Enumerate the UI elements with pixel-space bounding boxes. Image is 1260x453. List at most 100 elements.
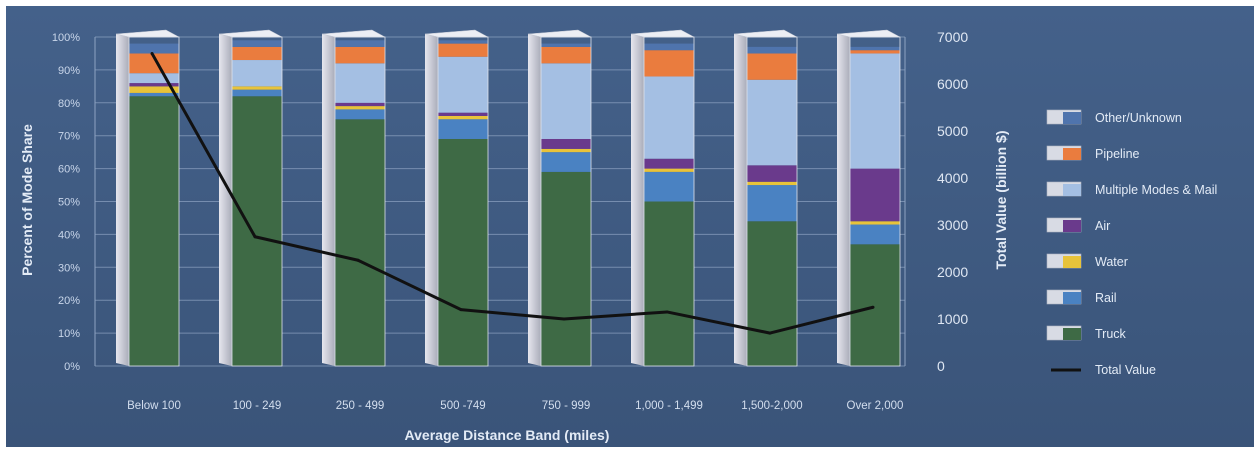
x-tick-label: Over 2,000 — [847, 400, 904, 412]
legend-label: Water — [1095, 255, 1128, 269]
line-point — [459, 308, 463, 312]
bar-top-cap — [733, 29, 798, 38]
bar-segment — [129, 92, 179, 97]
line-point — [665, 310, 669, 314]
y-tick-label: 60% — [58, 164, 80, 176]
legend-swatch — [1063, 292, 1081, 304]
legend-swatch — [1063, 184, 1081, 196]
legend: Other/Unknown Pipeline Multiple Modes & Ma… — [1046, 109, 1217, 377]
bar-outline — [746, 36, 798, 367]
bar-segment — [541, 171, 591, 366]
y-tick-label: 10% — [58, 328, 80, 340]
bar-segment — [335, 63, 385, 103]
bar-outline — [231, 36, 283, 367]
legend-label: Other/Unknown — [1095, 111, 1182, 125]
bar-top-cap — [836, 29, 901, 38]
y-tick-label: 0% — [64, 361, 80, 373]
total-value-line — [150, 52, 874, 335]
y-tick-label: 70% — [58, 131, 80, 143]
bar-side-face — [631, 34, 644, 366]
bar-segment — [438, 40, 488, 44]
y-tick-label: 30% — [58, 262, 80, 274]
legend-label: Pipeline — [1095, 147, 1140, 161]
bar-segment — [747, 46, 797, 54]
bar-outline — [849, 36, 901, 367]
bar-side-face — [219, 34, 232, 366]
y2-tick-label: 4000 — [937, 170, 968, 186]
bar-segment — [850, 168, 900, 222]
x-tick-label: 100 - 249 — [233, 400, 282, 412]
y-tick-label: 20% — [58, 295, 80, 307]
bar-outline — [643, 36, 695, 367]
bar-outline — [334, 36, 386, 367]
bar-segment — [747, 181, 797, 186]
bar-segment — [644, 168, 694, 172]
bar-segment — [644, 158, 694, 169]
bar-segment — [232, 89, 282, 97]
bar-segment — [232, 60, 282, 87]
bar-segment — [850, 224, 900, 245]
x-tick-label: Below 100 — [127, 400, 181, 412]
bar-segment — [541, 46, 591, 64]
chart-panel — [6, 6, 1254, 447]
bar-side-face — [734, 34, 747, 366]
line-point — [253, 235, 257, 239]
bar-segment — [747, 185, 797, 222]
y2-tick-label: 5000 — [937, 123, 968, 139]
legend-swatch — [1063, 148, 1081, 160]
bar-outline — [128, 36, 180, 367]
bar-segment — [129, 96, 179, 366]
line-point — [150, 51, 154, 55]
bar-segment — [129, 53, 179, 74]
legend-swatch — [1063, 328, 1081, 340]
bar-segment — [850, 46, 900, 51]
y2-tick-label: 7000 — [937, 29, 968, 45]
y-tick-label: 50% — [58, 197, 80, 209]
bar-side-face — [322, 34, 335, 366]
bar-segment — [232, 96, 282, 366]
bar-segment — [335, 119, 385, 366]
x-tick-label: 1,500-2,000 — [741, 400, 802, 412]
bar-segment — [850, 221, 900, 225]
bar-segment — [644, 76, 694, 159]
bar-segment — [747, 165, 797, 182]
bar-segment — [644, 50, 694, 77]
bar-top-cap — [321, 29, 386, 38]
bar-segment — [129, 43, 179, 54]
line-point — [871, 305, 875, 309]
bar-segment — [335, 46, 385, 64]
legend-label: Total Value — [1095, 363, 1156, 377]
bar-side-face — [116, 34, 129, 366]
line-point — [356, 258, 360, 262]
x-axis-label: Average Distance Band (miles) — [405, 427, 610, 443]
bar-segment — [129, 86, 179, 93]
line-point — [768, 331, 772, 335]
line-point — [562, 317, 566, 321]
bar-segment — [438, 43, 488, 57]
legend-label: Multiple Modes & Mail — [1095, 183, 1217, 197]
bar-top-cap — [630, 29, 695, 38]
bar-segment — [850, 53, 900, 169]
axes-group: Percent of Mode Share Total Value (billi… — [19, 29, 1009, 443]
y2-tick-label: 0 — [937, 358, 945, 374]
bar-segment — [541, 148, 591, 153]
bar-segment — [438, 112, 488, 116]
bar-top-cap — [115, 29, 180, 38]
bar-segment — [335, 40, 385, 47]
bar-segment — [438, 115, 488, 120]
bar-segment — [644, 201, 694, 366]
bars-group — [115, 29, 901, 367]
x-tick-label: 250 - 499 — [336, 400, 385, 412]
bar-segment — [644, 43, 694, 51]
bar-segment — [541, 43, 591, 47]
legend-label: Rail — [1095, 291, 1117, 305]
legend-swatch — [1063, 112, 1081, 124]
bar-segment — [438, 119, 488, 139]
bar-outline — [437, 36, 489, 367]
bar-side-face — [425, 34, 438, 366]
bar-top-cap — [424, 29, 489, 38]
y-tick-label: 40% — [58, 229, 80, 241]
bar-segment — [541, 138, 591, 149]
bar-segment — [129, 83, 179, 87]
